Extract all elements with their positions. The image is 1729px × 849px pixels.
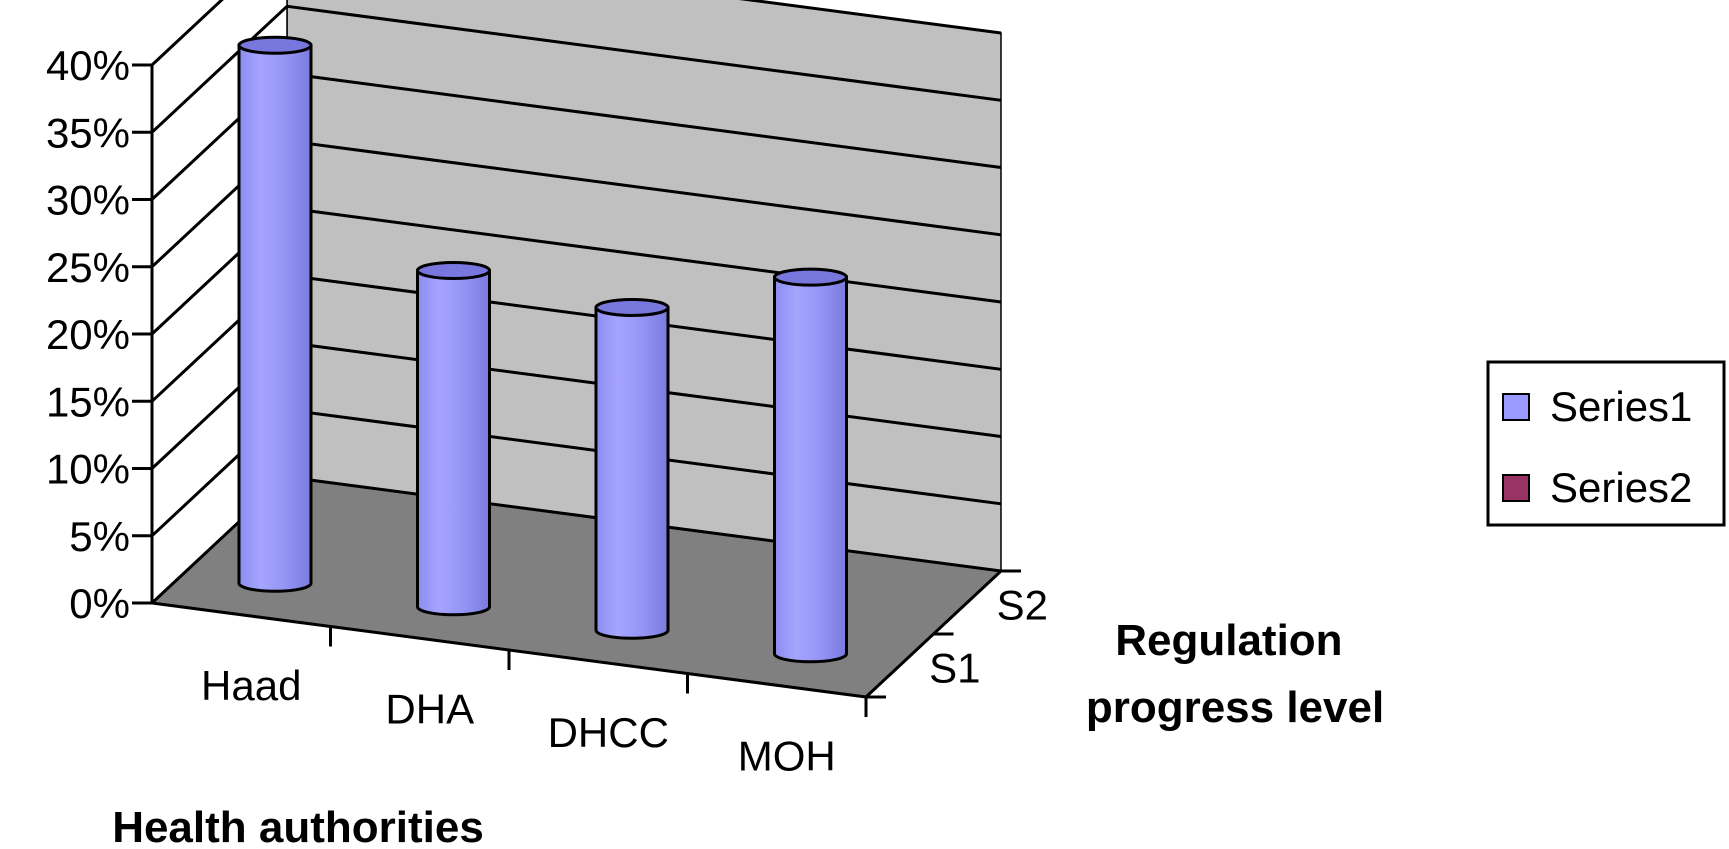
bar-body [773,275,848,664]
bar-series1-dha [416,261,491,617]
legend-label-series2: Series2 [1550,464,1692,511]
depth-tick-label: S2 [997,582,1048,629]
y-tick-label: 20% [46,311,130,358]
gridline [150,0,1002,67]
bar-top [237,35,313,55]
legend-label-series1: Series1 [1550,383,1692,430]
bar-series1-moh [773,267,848,664]
x-tick-label: DHCC [548,709,669,756]
x-axis-title: Health authorities [112,803,484,849]
z-axis-title-line-1: Regulation [1115,616,1342,665]
bar-series1-haad [237,35,313,593]
bar-body [416,269,491,617]
bars [237,35,848,664]
bar-top [594,297,670,317]
gridline [150,4,1002,134]
z-axis-title: Regulation progress level [1086,616,1384,732]
bar-series1-dhcc [594,297,670,640]
legend-swatch-series1 [1502,393,1530,421]
axes [132,63,1021,717]
depth-tick-label: S1 [929,645,980,692]
y-tick-label: 15% [46,378,130,425]
legend-swatch-series2 [1502,474,1530,502]
y-tick-label: 0% [69,580,130,627]
bar-top [416,261,491,280]
bar-top [773,267,848,287]
y-tick-label: 5% [69,513,130,560]
bar-body [237,43,313,593]
y-tick-label: 30% [46,177,130,224]
y-tick-label: 40% [46,42,130,89]
bar-body [594,305,670,640]
y-tick-label: 10% [46,446,130,493]
x-tick-label: DHA [385,685,474,732]
z-axis-title-line-2: progress level [1086,683,1384,732]
x-tick-label: MOH [738,732,836,779]
legend: Series1 Series2 [1486,360,1726,527]
labels: 0% 5% 10% 15% 20% 25% 30% 35% 40% Haad DHA DHCC MOH S… [46,42,1048,779]
x-tick-label: Haad [201,662,301,709]
y-tick-label: 35% [46,109,130,156]
y-tick-label: 25% [46,244,130,291]
